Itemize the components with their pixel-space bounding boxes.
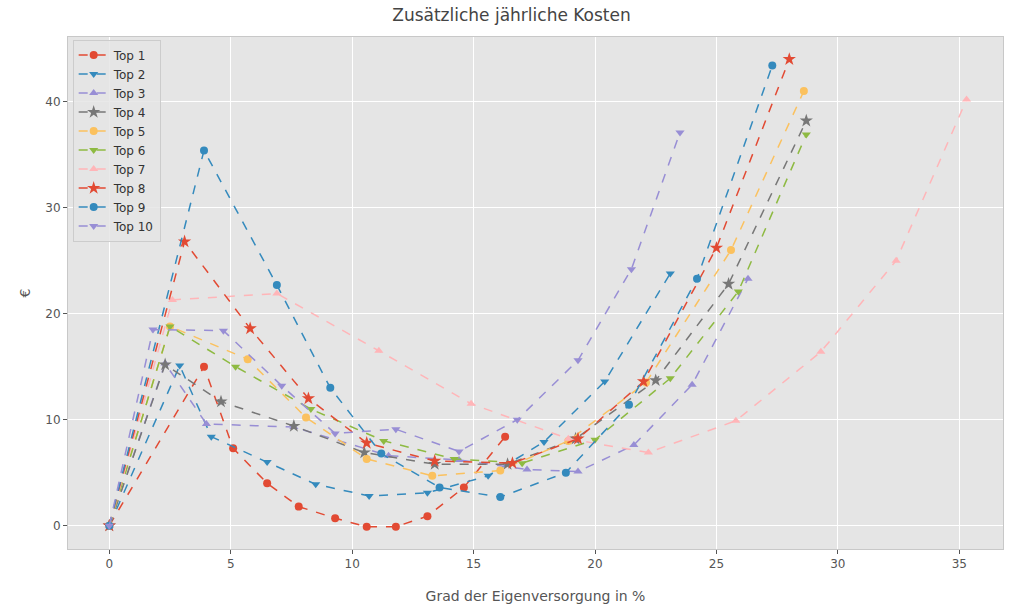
svg-text:Top 8: Top 8 — [113, 182, 146, 196]
svg-text:20: 20 — [45, 307, 60, 321]
svg-text:5: 5 — [227, 557, 235, 571]
svg-text:Top 7: Top 7 — [113, 163, 146, 177]
svg-text:0: 0 — [105, 557, 113, 571]
svg-text:30: 30 — [45, 201, 60, 215]
svg-text:10: 10 — [45, 413, 60, 427]
svg-text:35: 35 — [952, 557, 967, 571]
svg-text:Top 5: Top 5 — [113, 125, 146, 139]
svg-text:Top 10: Top 10 — [113, 220, 153, 234]
svg-text:Top 2: Top 2 — [113, 68, 146, 82]
svg-text:Top 6: Top 6 — [113, 144, 146, 158]
svg-text:40: 40 — [45, 95, 60, 109]
svg-text:15: 15 — [466, 557, 481, 571]
svg-text:Zusätzliche jährliche Kosten: Zusätzliche jährliche Kosten — [392, 5, 631, 25]
svg-text:0: 0 — [53, 519, 61, 533]
svg-text:10: 10 — [344, 557, 359, 571]
svg-text:25: 25 — [709, 557, 724, 571]
svg-text:20: 20 — [587, 557, 602, 571]
svg-text:Top 4: Top 4 — [113, 106, 146, 120]
svg-text:30: 30 — [830, 557, 845, 571]
svg-text:Grad der Eigenversorgung in %: Grad der Eigenversorgung in % — [426, 588, 646, 604]
svg-text:Top 3: Top 3 — [113, 87, 146, 101]
svg-text:Top 1: Top 1 — [113, 49, 146, 63]
svg-text:€: € — [17, 289, 33, 298]
svg-text:Top 9: Top 9 — [113, 201, 146, 215]
